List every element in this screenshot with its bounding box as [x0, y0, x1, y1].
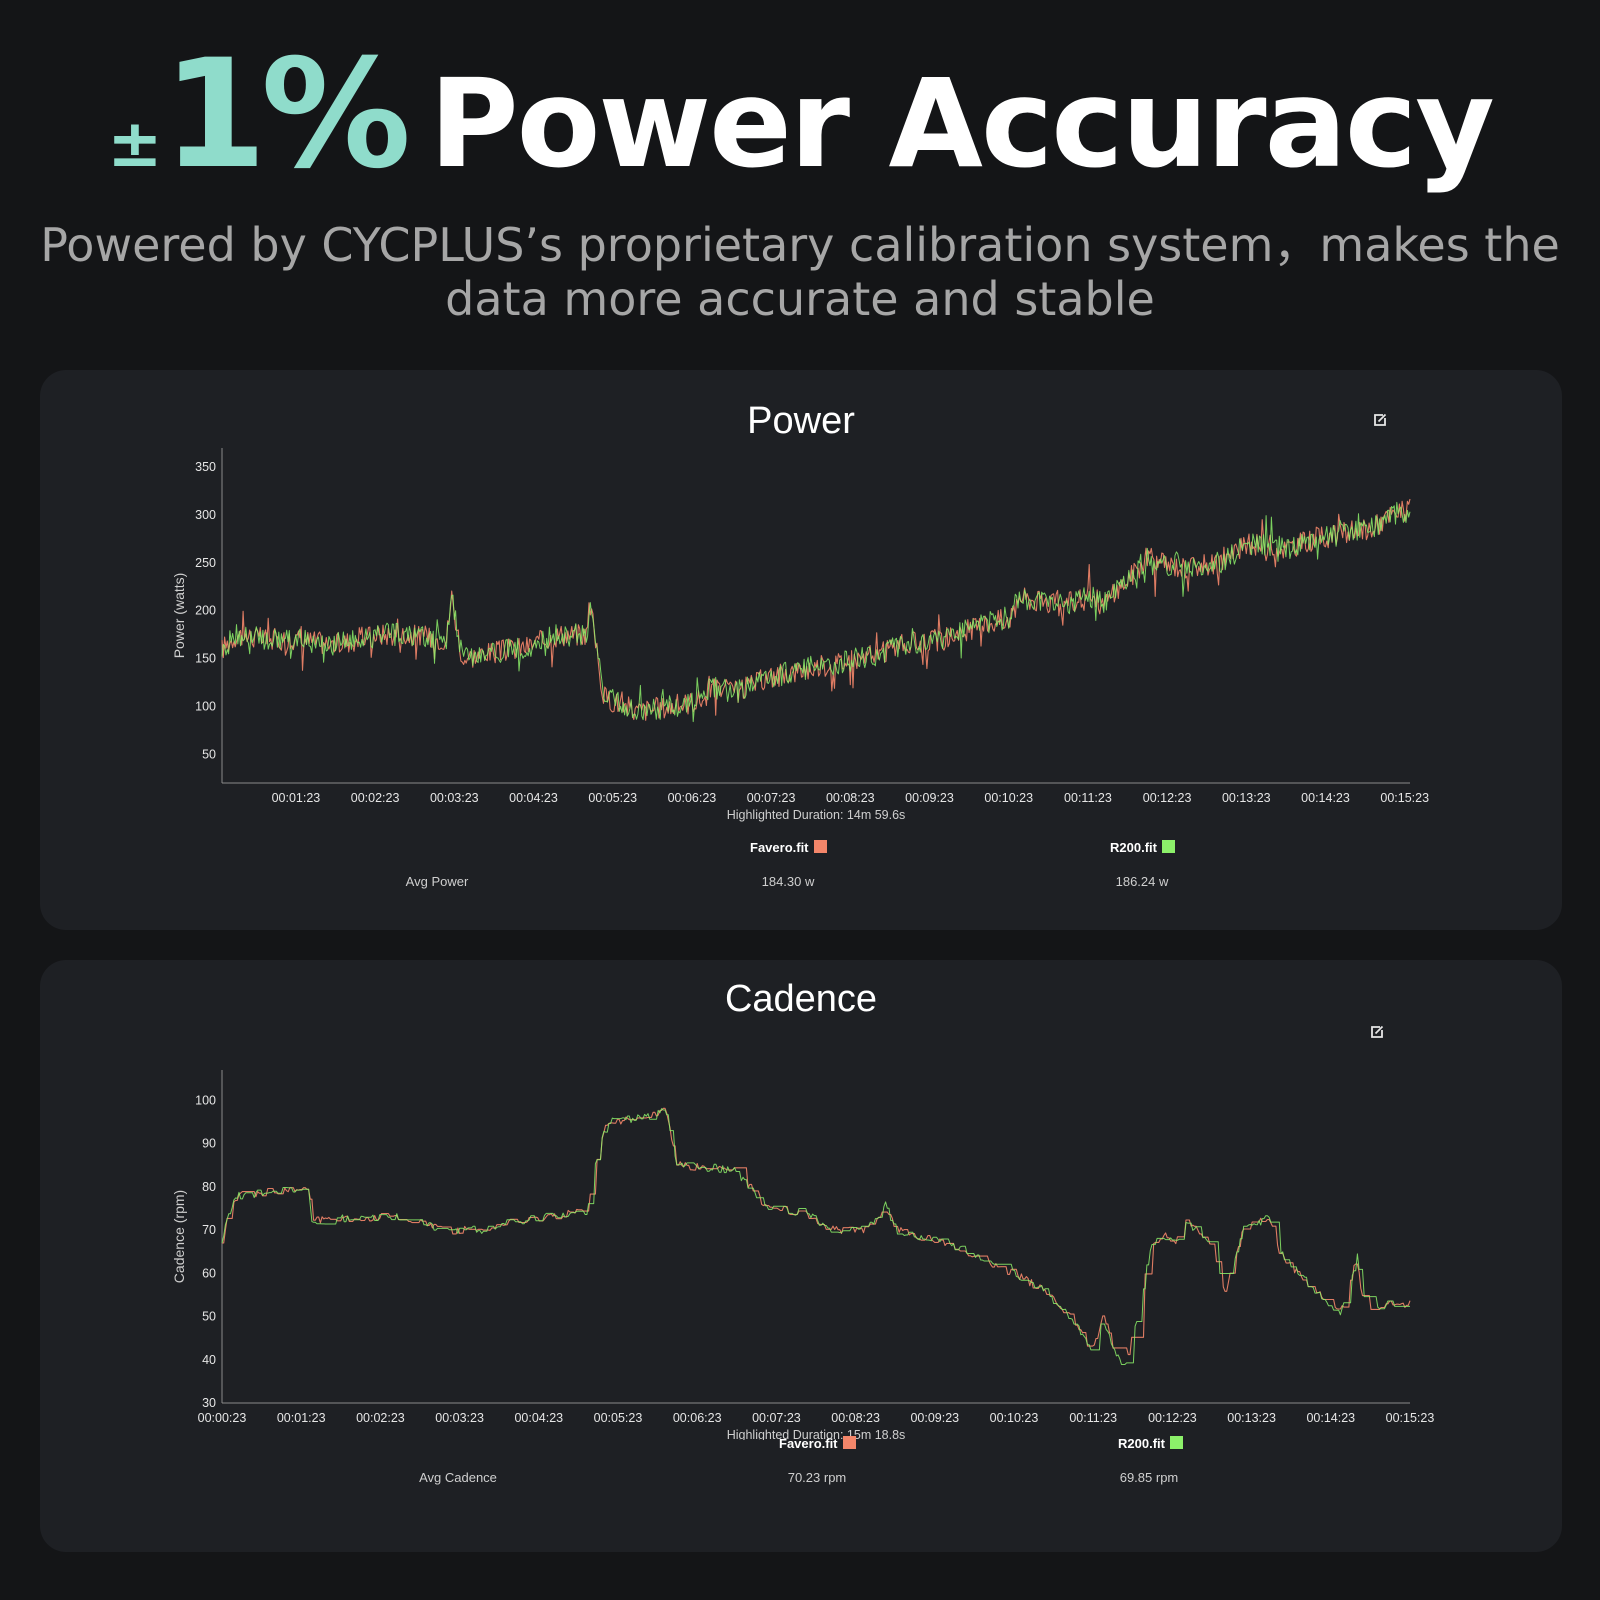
- r200-series-line: [221, 1108, 1410, 1365]
- x-tick-label: 00:10:23: [990, 1411, 1039, 1425]
- highlighted-duration: Highlighted Duration: 15m 18.8s: [727, 1428, 906, 1440]
- x-tick-label: 00:08:23: [831, 1411, 880, 1425]
- x-tick-label: 00:04:23: [514, 1411, 563, 1425]
- headline: ±1% Power Accuracy: [0, 28, 1600, 202]
- legend-r200-label: R200.fit: [1118, 1436, 1165, 1451]
- x-tick-label: 00:09:23: [910, 1411, 959, 1425]
- plus-minus-sign: ±: [107, 105, 163, 182]
- y-tick-label: 80: [202, 1180, 216, 1194]
- r200-series-line: [221, 501, 1411, 723]
- y-tick-label: 50: [202, 1310, 216, 1324]
- y-tick-label: 30: [202, 1396, 216, 1410]
- x-tick-label: 00:01:23: [277, 1411, 326, 1425]
- x-tick-label: 00:11:23: [1069, 1411, 1117, 1425]
- y-axis-title: Cadence (rpm): [171, 1190, 187, 1283]
- y-tick-label: 250: [195, 556, 216, 570]
- legend-r200[interactable]: R200.fit: [1110, 840, 1175, 855]
- x-tick-label: 00:06:23: [668, 791, 717, 805]
- legend-r200-label: R200.fit: [1110, 840, 1157, 855]
- x-tick-label: 00:12:23: [1143, 791, 1192, 805]
- y-tick-label: 40: [202, 1353, 216, 1367]
- power-stats: Favero.fit R200.fit Avg Power 184.30 w 1…: [40, 840, 1562, 900]
- x-tick-label: 00:02:23: [356, 1411, 405, 1425]
- subtitle-line-2: data more accurate and stable: [445, 272, 1155, 326]
- favero-swatch: [842, 1436, 856, 1449]
- x-tick-label: 00:10:23: [984, 791, 1033, 805]
- y-tick-label: 100: [195, 1093, 216, 1107]
- cadence-chart-card: Cadence 30 40 50 60 70 80 90 100 00:00:23 00:01:2…: [40, 960, 1562, 1552]
- y-tick-label: 150: [195, 652, 216, 666]
- legend-favero-label: Favero.fit: [750, 840, 809, 855]
- legend-favero[interactable]: Favero.fit: [779, 1436, 856, 1451]
- x-tick-label: 00:12:23: [1148, 1411, 1197, 1425]
- favero-avg-power: 184.30 w: [761, 874, 815, 889]
- x-tick-label: 00:05:23: [594, 1411, 643, 1425]
- headline-title: Power Accuracy: [429, 53, 1495, 195]
- y-tick-label: 100: [195, 699, 216, 713]
- x-tick-label: 00:04:23: [509, 791, 558, 805]
- power-chart: 50 100 150 200 250 300 350 00:01:23 00:02:23 00:0…: [171, 448, 1429, 822]
- favero-series-line: [221, 498, 1411, 721]
- r200-avg-power: 186.24 w: [1115, 874, 1169, 889]
- cadence-stats: Favero.fit R200.fit Avg Cadence 70.23 rp…: [40, 1436, 1562, 1496]
- r200-swatch: [1169, 1436, 1183, 1449]
- cadence-chart-title: Cadence: [724, 978, 878, 1020]
- x-tick-label: 00:14:23: [1306, 1411, 1355, 1425]
- edit-icon[interactable]: [1372, 412, 1388, 428]
- x-tick-label: 00:07:23: [747, 791, 796, 805]
- x-tick-label: 00:11:23: [1064, 791, 1112, 805]
- x-tick-label: 00:13:23: [1222, 791, 1271, 805]
- favero-swatch: [813, 840, 827, 853]
- y-axis-title: Power (watts): [171, 573, 187, 659]
- legend-favero-label: Favero.fit: [779, 1436, 838, 1451]
- x-tick-label: 00:15:23: [1380, 791, 1429, 805]
- y-tick-label: 200: [195, 604, 216, 618]
- y-tick-label: 70: [202, 1223, 216, 1237]
- x-tick-label: 00:05:23: [588, 791, 637, 805]
- subtitle: Powered by CYCPLUS’s proprietary calibra…: [0, 218, 1600, 326]
- r200-avg-cadence: 69.85 rpm: [1119, 1470, 1179, 1485]
- x-tick-label: 00:14:23: [1301, 791, 1350, 805]
- legend-r200[interactable]: R200.fit: [1118, 1436, 1183, 1451]
- y-tick-label: 300: [195, 508, 216, 522]
- x-tick-label: 00:09:23: [905, 791, 954, 805]
- legend-favero[interactable]: Favero.fit: [750, 840, 827, 855]
- y-tick-label: 50: [202, 747, 216, 761]
- x-tick-label: 00:03:23: [430, 791, 479, 805]
- edit-icon[interactable]: [1369, 1024, 1385, 1040]
- x-tick-label: 00:01:23: [272, 791, 321, 805]
- avg-cadence-label: Avg Cadence: [419, 1470, 497, 1485]
- y-tick-label: 350: [195, 460, 216, 474]
- x-tick-label: 00:00:23: [198, 1411, 247, 1425]
- x-tick-label: 00:07:23: [752, 1411, 801, 1425]
- avg-power-label: Avg Power: [405, 874, 469, 889]
- power-chart-card: Power 50 100 150 200 250 300 350 00:01:23 00:02:…: [40, 370, 1562, 930]
- x-tick-label: 00:03:23: [435, 1411, 484, 1425]
- x-tick-label: 00:08:23: [826, 791, 875, 805]
- highlighted-duration: Highlighted Duration: 14m 59.6s: [727, 808, 906, 822]
- x-tick-label: 00:06:23: [673, 1411, 722, 1425]
- x-tick-label: 00:13:23: [1227, 1411, 1276, 1425]
- power-chart-title: Power: [747, 400, 855, 442]
- accuracy-percent: 1%: [162, 28, 412, 202]
- cadence-chart: 30 40 50 60 70 80 90 100 00:00:23 00:01:23 00:02:2…: [171, 1070, 1435, 1440]
- y-tick-label: 60: [202, 1266, 216, 1280]
- x-tick-label: 00:15:23: [1386, 1411, 1435, 1425]
- r200-swatch: [1161, 840, 1175, 853]
- x-tick-label: 00:02:23: [351, 791, 400, 805]
- y-tick-label: 90: [202, 1137, 216, 1151]
- subtitle-line-1: Powered by CYCPLUS’s proprietary calibra…: [40, 218, 1560, 272]
- favero-avg-cadence: 70.23 rpm: [787, 1470, 847, 1485]
- favero-series-line: [222, 1107, 1411, 1356]
